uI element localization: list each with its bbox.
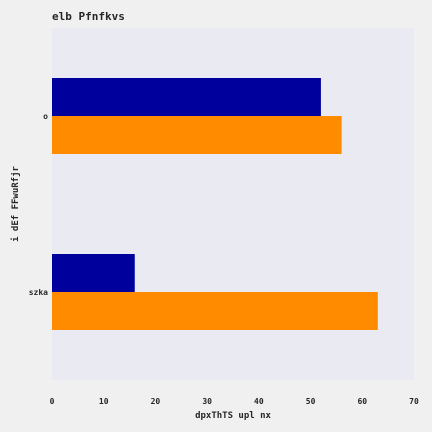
- x-tick-label: 30: [202, 397, 212, 406]
- x-tick-label: 10: [99, 397, 109, 406]
- x-tick-label: 20: [151, 397, 161, 406]
- x-axis-label: dpxThTS upl nx: [195, 411, 271, 421]
- bar-szka-series-2: [52, 292, 378, 330]
- x-tick-label: 50: [306, 397, 316, 406]
- y-tick-label: o: [43, 112, 48, 121]
- chart-title: elb Pfnfkvs: [52, 10, 125, 23]
- x-tick-labels: 0 10 20 30 40 50 60 70: [50, 397, 419, 406]
- y-tick-labels: o szka: [29, 112, 48, 297]
- bar-szka-series-1: [52, 254, 135, 292]
- x-tick-label: 60: [357, 397, 367, 406]
- x-tick-label: 40: [254, 397, 264, 406]
- bar-o-series-1: [52, 78, 321, 116]
- y-tick-label: szka: [29, 288, 48, 297]
- y-axis-label: i dEf FFwuRfjr: [10, 165, 21, 241]
- bar-o-series-2: [52, 116, 342, 154]
- x-tick-label: 70: [409, 397, 419, 406]
- bars-layer: [52, 78, 378, 330]
- x-tick-label: 0: [50, 397, 55, 406]
